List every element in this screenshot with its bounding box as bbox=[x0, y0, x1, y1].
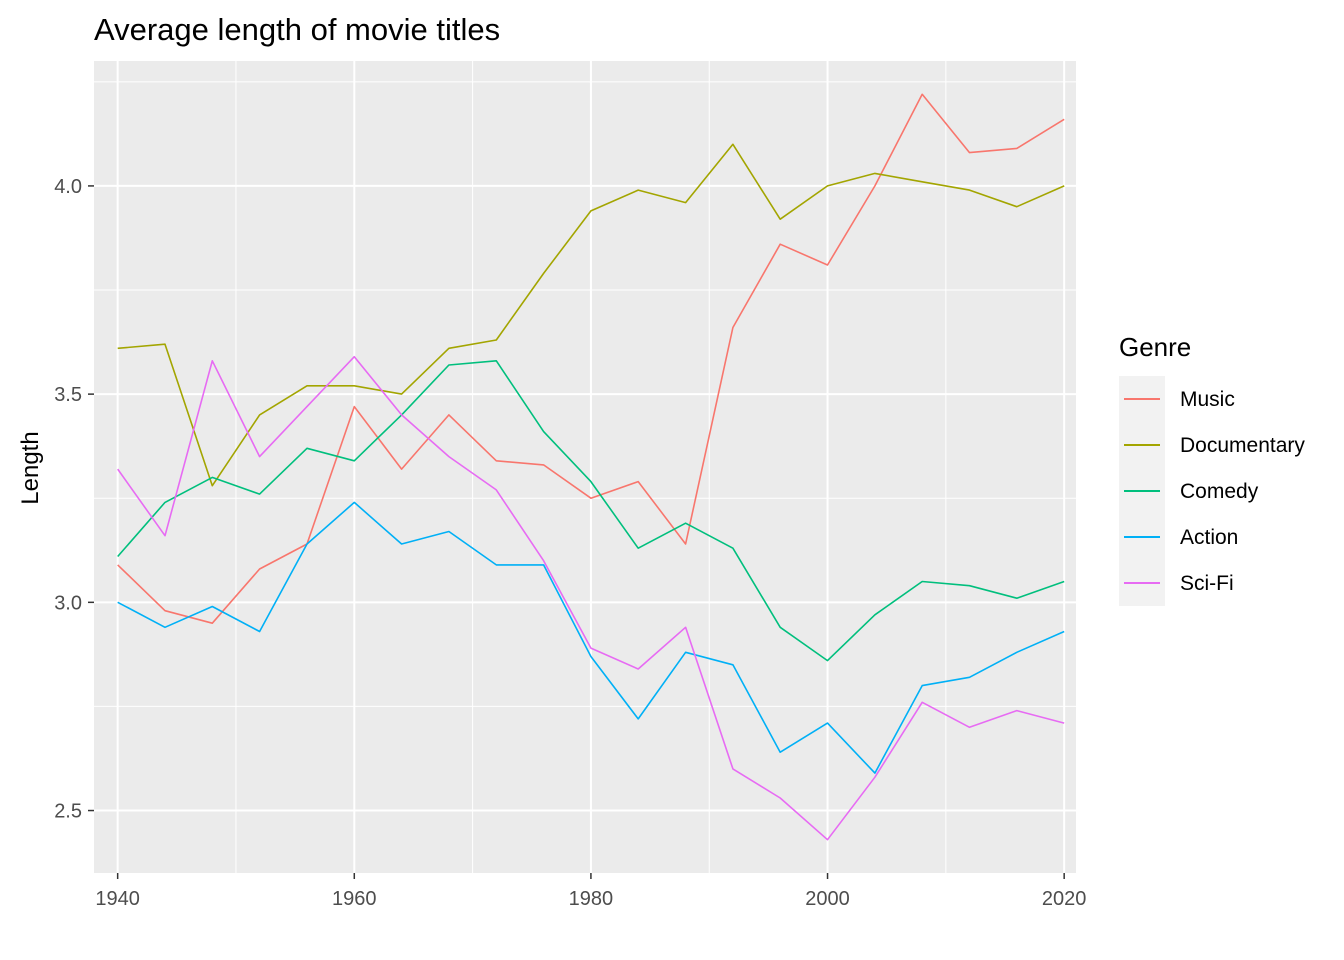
series-line-action bbox=[117, 501, 1065, 774]
legend-label-action: Action bbox=[1180, 526, 1238, 549]
y-tick-label: 3.0 bbox=[54, 592, 82, 614]
series-line-music bbox=[117, 93, 1065, 625]
series-line-documentary bbox=[117, 143, 1065, 487]
x-tick-label: 2000 bbox=[805, 888, 850, 910]
x-tick-label: 1980 bbox=[569, 888, 614, 910]
y-axis: 2.5 3.0 3.5 4.0 bbox=[54, 176, 94, 823]
y-tick-label: 2.5 bbox=[54, 801, 82, 823]
legend-title: Genre bbox=[1119, 332, 1191, 362]
legend-label-documentary: Documentary bbox=[1180, 434, 1305, 457]
y-tick-label: 3.5 bbox=[54, 384, 82, 406]
plot-panel bbox=[94, 61, 1076, 873]
series-line-sci-fi bbox=[117, 355, 1065, 841]
x-axis: 1940 1960 1980 2000 2020 bbox=[95, 873, 1086, 910]
y-tick-label: 4.0 bbox=[54, 176, 82, 198]
x-tick-label: 1940 bbox=[95, 888, 140, 910]
series-line-comedy bbox=[117, 359, 1065, 662]
chart-title: Average length of movie titles bbox=[94, 12, 500, 47]
series-lines bbox=[117, 93, 1065, 841]
grid-minor bbox=[94, 61, 1076, 873]
legend-label-music: Music bbox=[1180, 388, 1235, 411]
y-axis-title: Length bbox=[17, 431, 44, 504]
x-tick-label: 1960 bbox=[332, 888, 377, 910]
x-tick-label: 2020 bbox=[1042, 888, 1087, 910]
grid-major bbox=[94, 61, 1076, 873]
legend: Genre Music Documentary Comedy Action Sci-Fi bbox=[1119, 332, 1305, 606]
legend-label-comedy: Comedy bbox=[1180, 480, 1259, 503]
legend-label-sci-fi: Sci-Fi bbox=[1180, 572, 1234, 595]
